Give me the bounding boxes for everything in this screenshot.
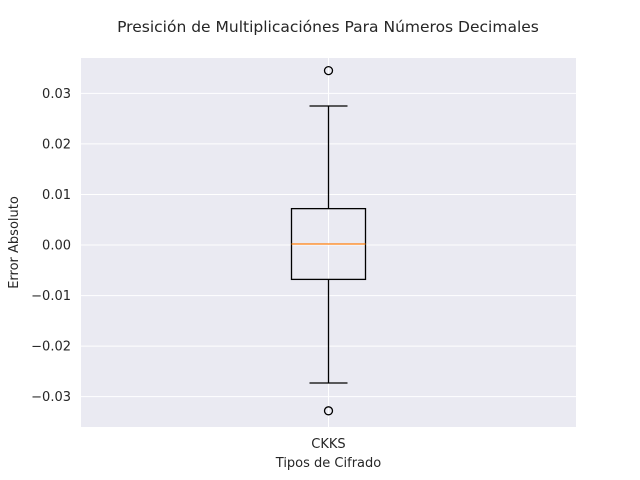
y-axis-label: Error Absoluto [7, 196, 22, 289]
box-plot-marks [290, 65, 367, 416]
outlier-point [323, 65, 334, 76]
y-tick-label: 0.02 [42, 137, 71, 152]
y-tick-label: 0.03 [42, 87, 71, 102]
x-tick-label-ckks: CKKS [311, 437, 345, 452]
y-tick-labels: −0.03 −0.02 −0.01 0.00 0.01 0.02 0.03 [31, 87, 71, 405]
chart-title: Presición de Multiplicaciónes Para Númer… [117, 18, 539, 36]
x-axis-label: Tipos de Cifrado [275, 456, 381, 471]
y-tick-label: −0.01 [31, 289, 71, 304]
y-tick-label: −0.03 [31, 390, 71, 405]
outlier-point [323, 406, 334, 416]
y-tick-label: 0.01 [42, 188, 71, 203]
y-tick-label: 0.00 [42, 239, 71, 254]
y-tick-label: −0.02 [31, 340, 71, 355]
